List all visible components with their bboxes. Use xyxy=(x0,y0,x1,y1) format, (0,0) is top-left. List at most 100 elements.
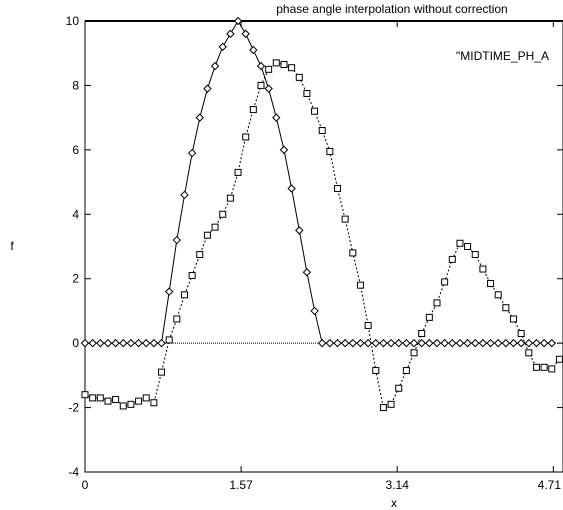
x-tick-label: 4.71 xyxy=(538,478,562,492)
data-point xyxy=(103,338,113,348)
data-point xyxy=(80,338,90,348)
data-point xyxy=(234,168,242,176)
data-point xyxy=(372,367,380,375)
data-point xyxy=(310,306,319,316)
data-point xyxy=(494,291,502,299)
data-point xyxy=(218,42,227,51)
data-point xyxy=(509,338,518,348)
series-2 xyxy=(81,59,563,412)
data-point xyxy=(379,404,387,412)
data-point xyxy=(187,148,197,158)
data-point xyxy=(142,338,151,348)
data-point xyxy=(89,394,97,402)
data-point xyxy=(516,338,526,348)
data-point xyxy=(311,107,319,115)
data-point xyxy=(96,394,104,402)
data-point xyxy=(210,61,220,71)
data-point xyxy=(471,251,479,259)
data-point xyxy=(249,106,257,114)
data-point xyxy=(441,278,449,286)
x-tick-label: 3.14 xyxy=(386,478,410,492)
data-point xyxy=(150,399,158,407)
data-point xyxy=(386,338,396,348)
data-point xyxy=(134,338,143,348)
data-point xyxy=(333,338,342,348)
data-point xyxy=(135,397,143,405)
series-line xyxy=(85,20,552,344)
data-point xyxy=(172,235,182,245)
data-point xyxy=(188,271,196,279)
data-point xyxy=(524,338,534,348)
data-point xyxy=(471,338,480,348)
data-point xyxy=(249,45,258,55)
data-point xyxy=(402,338,411,348)
series-1 xyxy=(80,16,556,348)
data-point xyxy=(448,255,456,263)
data-point xyxy=(425,338,434,348)
data-point xyxy=(112,396,120,404)
data-point xyxy=(478,338,488,348)
data-point xyxy=(517,329,525,337)
data-point xyxy=(525,349,533,357)
data-point xyxy=(455,338,465,348)
data-point xyxy=(548,365,556,373)
data-point xyxy=(126,338,136,348)
data-point xyxy=(409,338,419,348)
data-point xyxy=(226,194,234,202)
data-point xyxy=(456,239,464,247)
data-point xyxy=(302,268,312,277)
data-point xyxy=(371,338,380,348)
data-point xyxy=(363,338,373,348)
data-point xyxy=(173,315,181,323)
data-point xyxy=(486,338,495,348)
data-point xyxy=(348,338,358,348)
data-point xyxy=(539,338,549,348)
data-point xyxy=(119,338,128,348)
data-point xyxy=(272,59,280,67)
y-tick-label: 0 xyxy=(72,336,79,350)
data-point xyxy=(410,349,418,357)
data-point xyxy=(127,400,135,408)
data-point xyxy=(418,329,426,337)
data-point xyxy=(180,190,189,200)
data-point xyxy=(149,338,159,348)
data-point xyxy=(165,336,173,344)
data-point xyxy=(387,400,395,408)
data-point xyxy=(142,394,150,402)
data-point xyxy=(196,251,204,259)
data-point xyxy=(464,243,472,250)
data-point xyxy=(265,65,273,73)
data-point xyxy=(257,81,265,89)
data-point xyxy=(402,367,410,375)
data-point xyxy=(340,338,350,348)
data-point xyxy=(241,29,250,39)
y-tick-label: 4 xyxy=(72,207,79,221)
x-tick-label: 0 xyxy=(82,478,89,492)
data-point xyxy=(233,16,243,26)
data-point xyxy=(318,338,327,348)
data-point xyxy=(180,291,188,299)
data-point xyxy=(287,184,296,193)
data-point xyxy=(81,391,89,399)
x-tick-label: 1.57 xyxy=(229,478,253,492)
axis-ticks: -4 -2 0 2 4 6 8 10 0 1.57 3.14 4.71 xyxy=(66,14,563,492)
data-point xyxy=(510,315,518,323)
data-point xyxy=(111,338,120,348)
data-point xyxy=(487,280,495,288)
data-point xyxy=(203,84,212,93)
data-point xyxy=(164,287,174,296)
data-point xyxy=(395,384,403,392)
data-point xyxy=(256,61,266,71)
chart-title: phase angle interpolation without correc… xyxy=(276,2,507,16)
data-point xyxy=(219,210,227,218)
x-axis-label: x xyxy=(391,496,397,510)
data-point xyxy=(394,338,403,348)
data-point xyxy=(242,133,250,141)
data-point xyxy=(334,185,342,193)
data-point xyxy=(295,226,304,235)
y-axis-label: f xyxy=(10,239,14,253)
data-point xyxy=(288,64,296,72)
data-point xyxy=(349,249,357,257)
data-point xyxy=(501,338,511,348)
data-point xyxy=(547,338,556,348)
